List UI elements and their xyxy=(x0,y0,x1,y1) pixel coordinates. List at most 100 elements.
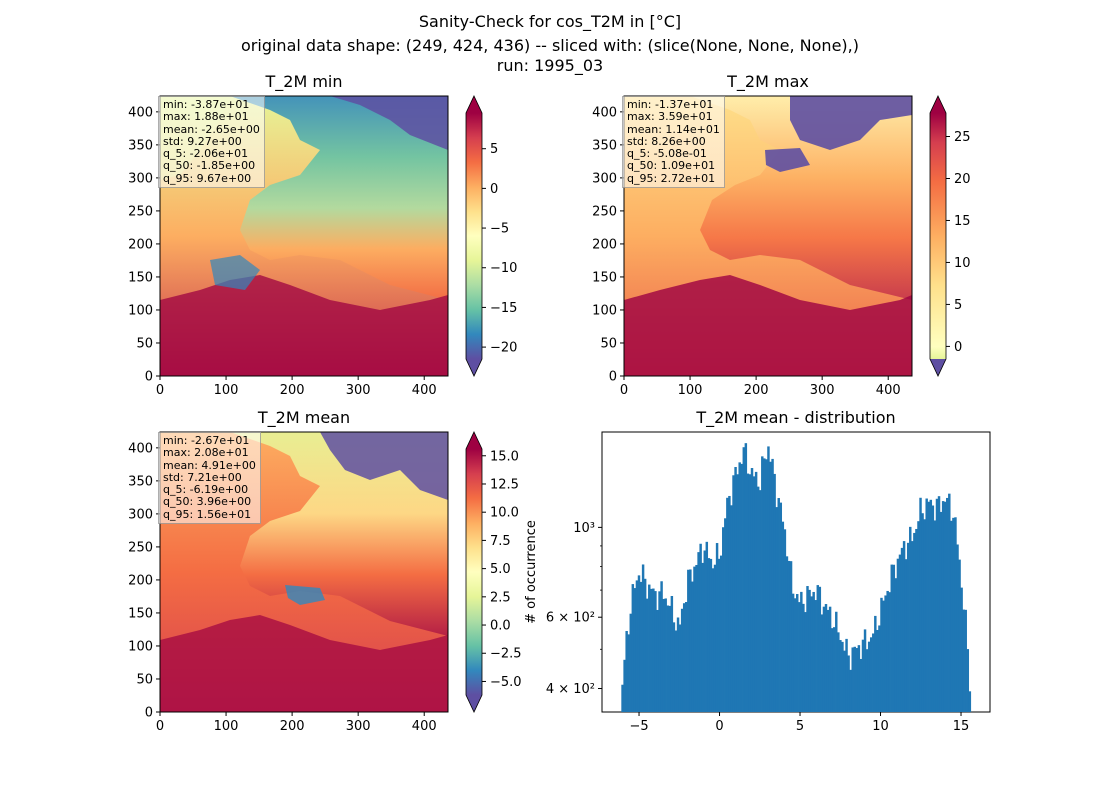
hist-bar xyxy=(672,622,676,712)
cbar-tick-label-mean: 12.5 xyxy=(490,477,519,492)
hist-bar xyxy=(736,474,739,712)
hist-bar xyxy=(752,476,756,712)
hist-bar xyxy=(719,555,723,712)
ytick-label-mean: 300 xyxy=(128,507,153,522)
cbar-tick-label-min: −10 xyxy=(490,261,517,276)
hist-bar xyxy=(894,578,898,712)
stat-max: max: 3.59e+01 xyxy=(627,110,713,124)
hist-bar xyxy=(678,624,682,712)
ytick-label-min: 50 xyxy=(136,336,153,351)
hist-bar xyxy=(711,568,715,712)
hist-bar xyxy=(724,518,727,712)
hist-bar xyxy=(952,517,955,712)
hist-bar xyxy=(680,608,684,712)
stats-box-mean: min: -2.67e+01 max: 2.08e+01 mean: 4.91e… xyxy=(158,432,261,525)
hist-bar xyxy=(917,521,920,712)
hist-bar xyxy=(658,591,661,712)
cbar-tick-label-min: −15 xyxy=(490,301,517,316)
cbar-tick-label-mean: −2.5 xyxy=(490,647,522,662)
hist-bar xyxy=(798,602,801,712)
hist-bar xyxy=(929,499,933,712)
ytick-label-min: 300 xyxy=(128,171,153,186)
hist-bar xyxy=(966,649,970,712)
hist-bar xyxy=(810,596,813,712)
hist-bar xyxy=(867,641,871,712)
hist-bar xyxy=(637,575,641,712)
ytick-label-min: 0 xyxy=(145,370,153,385)
hist-bar xyxy=(968,691,972,712)
hist-bar xyxy=(652,588,655,712)
ytick-label-min: 100 xyxy=(128,303,153,318)
cbar-tick-label-max: 0 xyxy=(954,340,962,355)
stat-mean: mean: 4.91e+00 xyxy=(163,458,256,472)
hist-bar xyxy=(804,612,807,712)
hist-bar xyxy=(769,461,772,712)
hist-bar xyxy=(697,552,700,712)
hist-bar xyxy=(882,600,885,712)
hist-bar xyxy=(691,581,694,712)
cbar-tick-label-max: 20 xyxy=(954,172,971,187)
hist-bar xyxy=(872,633,875,712)
xtick-label-mean: 0 xyxy=(156,719,164,734)
stats-box-max: min: -1.37e+01 max: 3.59e+01 mean: 1.14e… xyxy=(622,96,725,189)
colorbar-mean xyxy=(465,431,483,713)
hist-bar xyxy=(886,590,889,712)
hist-bar xyxy=(738,462,741,712)
xtick-label-max: 0 xyxy=(620,383,628,398)
hist-bar xyxy=(937,496,941,712)
xtick-label-mean: 400 xyxy=(412,719,437,734)
hist-xtick-label: 10 xyxy=(872,719,889,734)
xtick-label-min: 100 xyxy=(214,383,239,398)
ytick-label-max: 300 xyxy=(592,171,617,186)
ytick-label-max: 100 xyxy=(592,303,617,318)
hist-bar xyxy=(855,648,859,712)
ytick-label-max: 0 xyxy=(609,370,617,385)
hist-bar xyxy=(935,498,939,712)
hist-bar xyxy=(730,505,733,712)
ytick-label-max: 250 xyxy=(592,204,617,219)
hist-bar xyxy=(826,609,830,712)
figure-title-line1: Sanity-Check for cos_T2M in [°C] xyxy=(418,12,682,31)
hist-bar xyxy=(859,658,863,712)
colorbar-min xyxy=(465,95,483,377)
cbar-tick-label-mean: 5.0 xyxy=(490,562,511,577)
hist-bar xyxy=(896,558,900,712)
ytick-label-mean: 100 xyxy=(128,639,153,654)
hist-bar xyxy=(763,458,766,712)
stat-q50: q_50: 3.96e+00 xyxy=(163,495,252,509)
map-max-frame xyxy=(623,95,913,377)
ytick-label-mean: 50 xyxy=(136,672,153,687)
hist-bar xyxy=(849,669,852,712)
xtick-label-min: 400 xyxy=(412,383,437,398)
hist-bar xyxy=(773,473,776,712)
hist-bar xyxy=(906,542,910,712)
hist-bar xyxy=(767,446,770,712)
hist-bar xyxy=(913,532,916,712)
hist-bar xyxy=(876,629,879,712)
xtick-label-max: 200 xyxy=(744,383,769,398)
hist-bar xyxy=(765,459,768,712)
hist-bar xyxy=(865,649,869,712)
hist-bar xyxy=(925,498,928,712)
hist-bar xyxy=(633,588,637,712)
cbar-tick-label-min: 0 xyxy=(490,182,498,197)
hist-bar xyxy=(806,586,809,712)
cbar-tick-label-max: 10 xyxy=(954,256,971,271)
hist-bar xyxy=(946,497,949,712)
stat-q5: q_5: -2.06e+01 xyxy=(163,147,249,161)
hist-bar xyxy=(958,559,961,712)
hist-bar xyxy=(915,528,918,712)
hist-bar xyxy=(793,598,797,712)
hist-bar xyxy=(960,587,963,712)
panel-title-min: T_2M min xyxy=(265,72,343,91)
hist-bar xyxy=(732,475,735,712)
hist-bar xyxy=(962,609,965,712)
hist-bar xyxy=(839,640,842,712)
stat-std: std: 8.26e+00 xyxy=(627,134,706,148)
hist-bar xyxy=(650,588,653,712)
hist-bar xyxy=(880,597,883,712)
hist-bar xyxy=(759,490,762,712)
hist-bar xyxy=(627,634,630,712)
